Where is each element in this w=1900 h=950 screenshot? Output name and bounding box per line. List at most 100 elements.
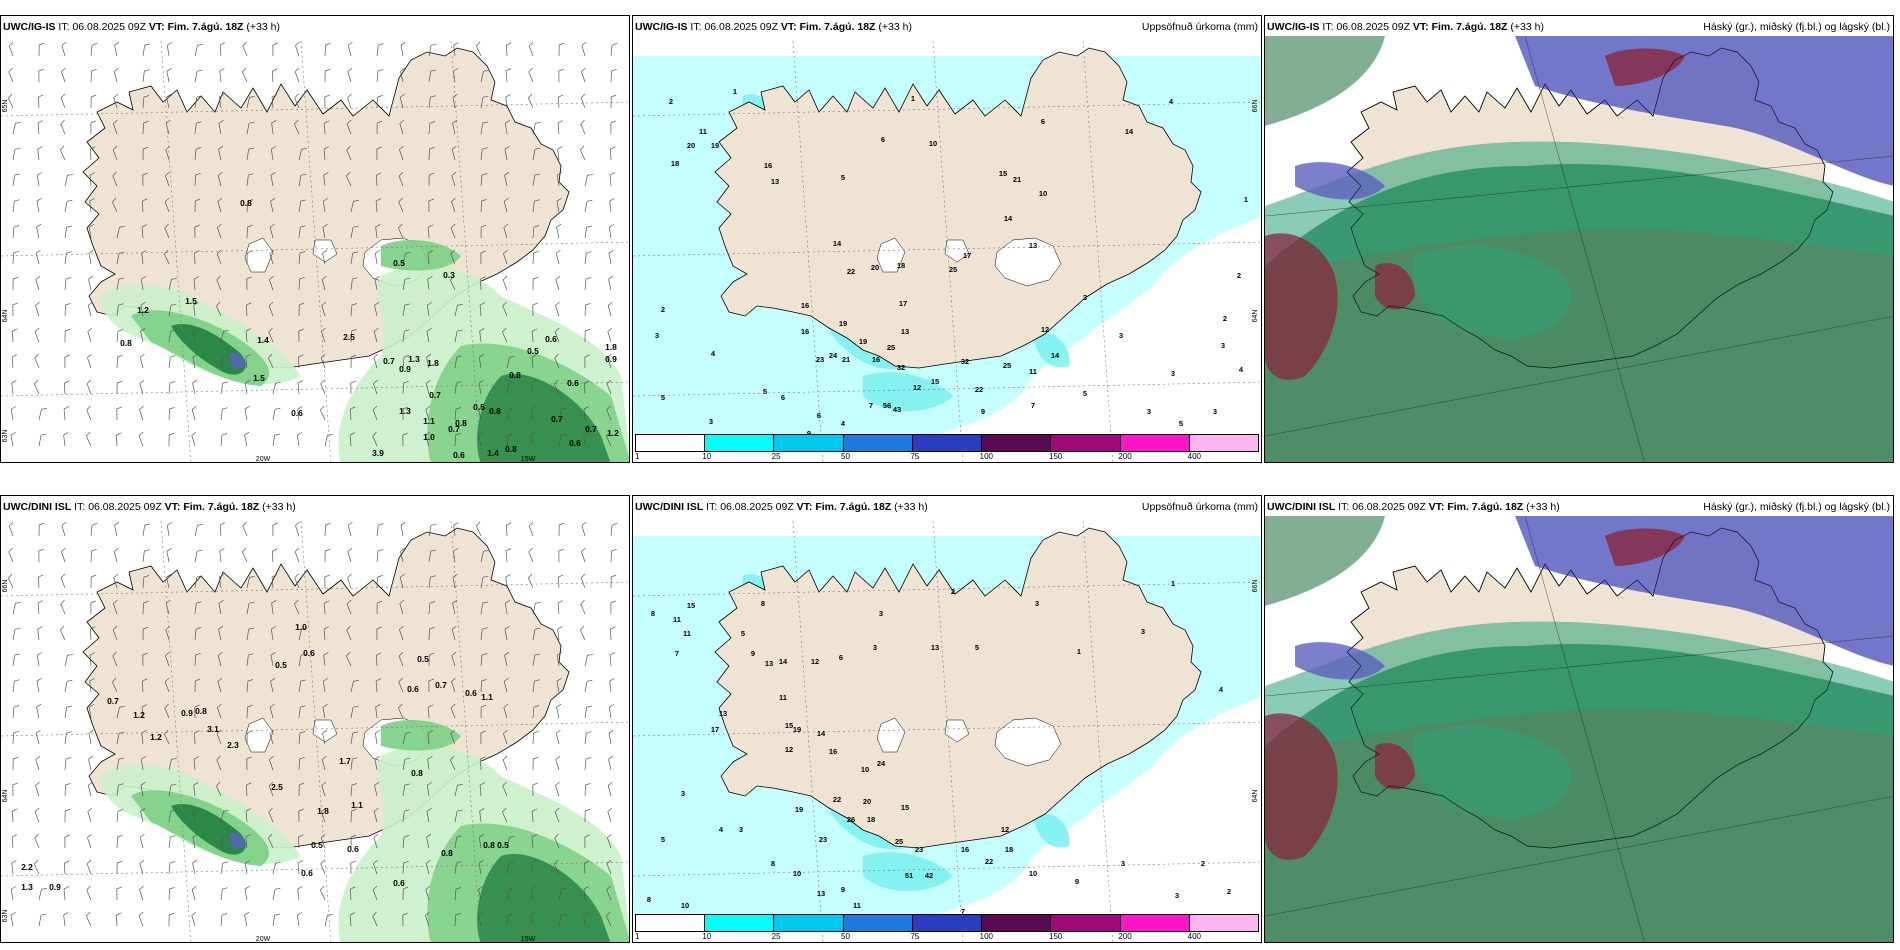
wind-barb [350,406,356,421]
wind-barb [217,223,222,239]
wind-barb [321,807,326,823]
wind-barb [324,68,331,83]
colorbar-tick-label: 200 [1118,932,1132,941]
wind-barb [192,833,198,849]
wind-barb [88,704,95,719]
colorbar-segment [843,435,913,451]
wind-barb [244,431,250,447]
wind-barb [88,275,94,291]
wind-barb [451,625,457,641]
graticule-line [160,520,192,942]
wind-barb [246,147,255,161]
wind-barb [584,705,593,719]
wind-barb [400,41,406,57]
gust-value-label: 0.6 [301,868,313,878]
gust-value-label: 0.8 [120,338,132,348]
wind-barb [168,329,177,343]
wind-barb [376,94,383,109]
panel-title-right: Uppsöfnuð úrkoma (mm) [1141,501,1258,513]
precip-value-label: 16 [764,161,772,170]
wind-barb [12,653,21,667]
wind-barb [217,703,222,719]
wind-barb [37,600,44,615]
wind-barb [428,704,434,719]
precip-value-label: 9 [841,885,845,894]
gust-value-label: 1.3 [399,406,411,416]
wind-barb [350,277,358,291]
wind-barb [246,679,254,693]
wind-barb [454,329,463,343]
precip-value-label: 15 [687,601,695,610]
gust-value-label: 1.3 [408,354,420,364]
wind-barb [268,353,274,369]
wind-barb [90,120,96,135]
wind-barb [398,677,404,693]
init-time: 06.08.2025 09Z [1352,501,1426,513]
wind-barb [503,249,508,265]
gust-value-label: 0.6 [567,378,579,388]
wind-barb [581,41,587,57]
wind-barb [532,808,538,823]
precip-value-label: 42 [925,871,933,880]
wind-barb [375,678,382,693]
wind-barb [502,275,508,291]
graticule-line [1,241,629,257]
wind-barb [504,171,510,187]
wind-barb [584,834,590,849]
wind-barb [532,627,541,641]
gust-value-label: 1.4 [487,448,499,458]
wind-barb [194,95,203,109]
wind-barb [425,885,431,901]
wind-barb [532,602,541,615]
wind-barb [270,626,277,641]
wind-barb [323,172,329,187]
gust-value-label: 1.0 [423,432,435,442]
precip-value-label: 10 [681,901,689,910]
wind-barb [194,121,202,135]
precip-value-label: 2 [1201,859,1205,868]
precip-value-label: 3 [1147,407,1151,416]
wind-barb [425,405,431,421]
wind-barb [164,223,170,239]
precip-value-label: 22 [833,795,841,804]
precip-value-label: 14 [833,239,842,248]
latitude-label: 64N [2,310,9,323]
wind-barb [476,41,482,57]
precip-value-label: 3 [1175,891,1179,900]
wind-barb [270,197,276,213]
gust-value-label: 0.6 [569,438,581,448]
lead-time: (+33 h) [262,501,296,513]
gust-value-label: 0.9 [49,882,61,892]
graticule-line [1082,520,1114,942]
wind-barb [116,731,125,745]
precip-value-label: 4 [1169,97,1174,106]
colorbar-segment [1120,435,1190,451]
precip-value-label: 6 [839,653,843,662]
wind-barb [216,781,222,797]
wind-barb [532,730,539,745]
wind-barb [528,547,534,563]
wind-barb [244,380,251,395]
model-name: UWC/IG-IS [635,21,688,33]
wind-barb [584,251,592,265]
wind-barb [480,756,486,771]
panel-header: UWC/DINI ISL IT: 06.08.2025 09Z VT: Fim.… [1,496,629,518]
graticule-line [450,40,482,462]
wind-barb [165,171,170,187]
wind-barb [216,249,222,265]
wind-barb [34,379,40,395]
wind-barb [246,627,255,641]
precip-value-label: 11 [699,127,707,136]
wind-barb [610,146,616,161]
wind-barb [246,782,252,797]
panel-dini-cloud: UWC/DINI ISL IT: 06.08.2025 09Z VT: Fim.… [1264,495,1894,943]
precip-value-label: 17 [963,251,971,260]
precip-value-label: 13 [1029,241,1037,250]
wind-barb [400,67,406,83]
wind-barb [502,301,508,317]
wind-barb [347,521,353,537]
wind-barb [584,731,592,745]
wind-barb [531,354,538,369]
wind-barb [558,94,564,109]
wind-barb [607,781,613,797]
